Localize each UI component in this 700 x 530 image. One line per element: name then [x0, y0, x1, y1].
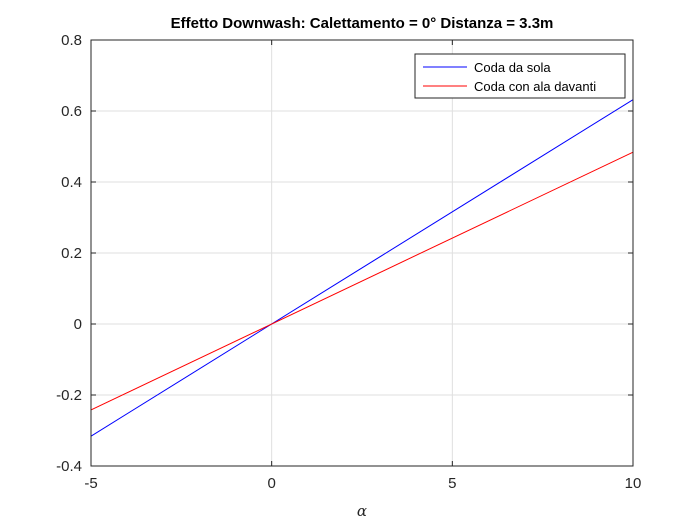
legend-box [414, 53, 626, 99]
x-tick-label: 10 [625, 475, 642, 492]
x-tick-label: -5 [84, 475, 97, 492]
legend-label-1: Coda da sola [474, 60, 551, 75]
y-tick-label: -0.4 [56, 458, 82, 475]
legend-label-2: Coda con ala davanti [474, 79, 596, 94]
y-tick-label: 0.2 [61, 245, 82, 262]
y-tick-label: 0.6 [61, 103, 82, 120]
tick-labels: -5 0 5 10 -0.4 -0.2 0 0.2 0.4 0.6 0.8 [56, 32, 641, 492]
x-tick-label: 0 [267, 475, 275, 492]
y-tick-label: 0.4 [61, 174, 82, 191]
ticks [90, 39, 634, 467]
x-axis-label: α [357, 502, 367, 520]
chart-title: Effetto Downwash: Calettamento = 0° Dist… [171, 15, 554, 32]
legend: Coda da sola Coda con ala davanti [414, 53, 626, 99]
series-line-1 [90, 99, 634, 437]
series-line-2 [90, 151, 634, 411]
y-tick-label: 0.8 [61, 32, 82, 49]
x-tick-label: 5 [448, 475, 456, 492]
series-group [90, 99, 634, 437]
y-tick-label: 0 [74, 316, 82, 333]
y-tick-label: -0.2 [56, 387, 82, 404]
